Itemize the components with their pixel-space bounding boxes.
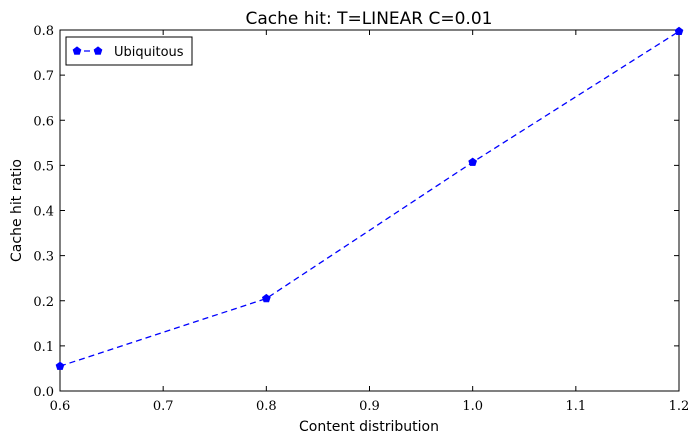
legend-marker bbox=[72, 46, 82, 55]
data-point bbox=[468, 157, 478, 166]
data-point bbox=[261, 293, 271, 303]
x-axis: 0.6 0.7 0.8 0.9 1.0 1.1 1.2 bbox=[50, 30, 690, 414]
y-axis: 0.0 0.1 0.2 0.3 0.4 0.5 0.6 0.7 0.8 bbox=[33, 24, 679, 400]
y-tick-label: 0.0 bbox=[33, 385, 54, 400]
x-tick-label: 0.8 bbox=[256, 399, 277, 414]
legend-marker bbox=[93, 46, 103, 55]
x-tick-label: 0.7 bbox=[153, 399, 174, 414]
data-point bbox=[674, 26, 684, 36]
y-tick-label: 0.2 bbox=[33, 295, 54, 310]
legend-marker-group bbox=[72, 46, 103, 55]
chart-title: Cache hit: T=LINEAR C=0.01 bbox=[246, 9, 493, 29]
series-line bbox=[59, 30, 680, 367]
y-tick-label: 0.4 bbox=[33, 205, 54, 220]
plot-area bbox=[59, 29, 680, 392]
x-tick-label: 0.6 bbox=[50, 399, 71, 414]
y-tick-label: 0.8 bbox=[33, 24, 54, 39]
x-axis-label: Content distribution bbox=[299, 419, 439, 435]
x-tick-label: 0.9 bbox=[359, 399, 380, 414]
data-point bbox=[55, 361, 65, 370]
x-tick-label: 1.1 bbox=[565, 399, 586, 414]
x-tick-label: 1.0 bbox=[462, 399, 483, 414]
y-tick-label: 0.3 bbox=[33, 250, 54, 265]
y-tick-label: 0.6 bbox=[33, 114, 54, 129]
y-tick-label: 0.5 bbox=[33, 159, 54, 174]
y-tick-label: 0.1 bbox=[33, 340, 54, 355]
y-axis-label: Cache hit ratio bbox=[9, 159, 25, 262]
x-tick-label: 1.2 bbox=[669, 399, 690, 414]
y-tick-label: 0.7 bbox=[33, 69, 54, 84]
series-layer bbox=[55, 26, 684, 370]
legend-label: Ubiquitous bbox=[114, 45, 184, 60]
legend: Ubiquitous bbox=[65, 36, 193, 66]
